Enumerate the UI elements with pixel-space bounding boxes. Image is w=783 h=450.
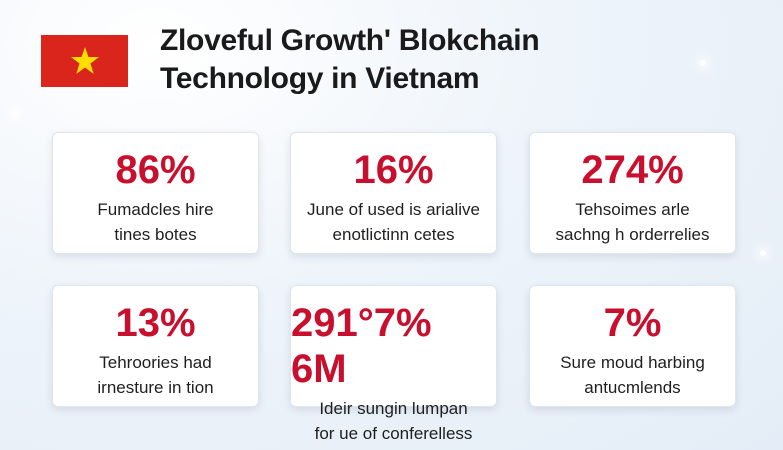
- title-line-1: Zloveful Growth' Blokchain: [160, 24, 540, 57]
- stat-description-line: Ideir sungin lumpan: [319, 399, 468, 418]
- vietnam-flag-icon: [41, 35, 128, 87]
- stat-description-line: Tehroories had: [99, 353, 212, 372]
- stat-description: Fumadcles hire tines botes: [97, 197, 213, 247]
- stat-description-line: Fumadcles hire: [97, 200, 214, 219]
- stat-description-line: June of used is arialive: [307, 200, 480, 219]
- sparkle-decoration: [12, 110, 18, 116]
- star-icon: [70, 47, 99, 74]
- stat-description: Sure moud harbing antucmlends: [560, 350, 705, 400]
- stat-value: 86%: [115, 148, 196, 192]
- stat-value: 7%: [603, 301, 662, 345]
- stat-value: 13%: [115, 301, 196, 345]
- stat-description-line: for ue of conferelless: [314, 424, 473, 443]
- sparkle-decoration: [760, 250, 766, 256]
- stat-description-line: sachng h orderrelies: [555, 225, 710, 244]
- stat-description-line: tines botes: [114, 225, 197, 244]
- stat-card: 86% Fumadcles hire tines botes: [52, 132, 259, 254]
- stat-description: June of used is arialive enotlictinn cet…: [307, 197, 480, 247]
- stat-description-line: Tehsoimes arle: [575, 200, 690, 219]
- sparkle-decoration: [700, 60, 706, 66]
- stat-value: 274%: [581, 148, 684, 192]
- stat-card: 274% Tehsoimes arle sachng h orderrelies: [529, 132, 736, 254]
- stat-description: Tehroories had irnesture in tion: [97, 350, 213, 400]
- stat-card: 7% Sure moud harbing antucmlends: [529, 285, 736, 407]
- stat-description-line: Sure moud harbing: [560, 353, 705, 372]
- stat-description-line: enotlictinn cetes: [332, 225, 455, 244]
- stat-description-line: antucmlends: [584, 378, 681, 397]
- stat-description: Tehsoimes arle sachng h orderrelies: [555, 197, 709, 247]
- page-title: Zloveful Growth' Blokchain Technology in…: [160, 22, 540, 98]
- stat-card: 291°7% 6M Ideir sungin lumpan for ue of …: [290, 285, 497, 443]
- title-line-2: Technology in Vietnam: [160, 62, 480, 95]
- stat-description: Ideir sungin lumpan for ue of conferelle…: [315, 396, 473, 446]
- stat-card: 16% June of used is arialive enotlictinn…: [290, 132, 497, 254]
- stat-card: 13% Tehroories had irnesture in tion: [52, 285, 259, 407]
- stat-value: 16%: [353, 148, 434, 192]
- stat-value: 291°7% 6M: [291, 301, 432, 391]
- stat-description-line: irnesture in tion: [97, 378, 214, 397]
- stats-grid: 86% Fumadcles hire tines botes 16% June …: [52, 132, 736, 443]
